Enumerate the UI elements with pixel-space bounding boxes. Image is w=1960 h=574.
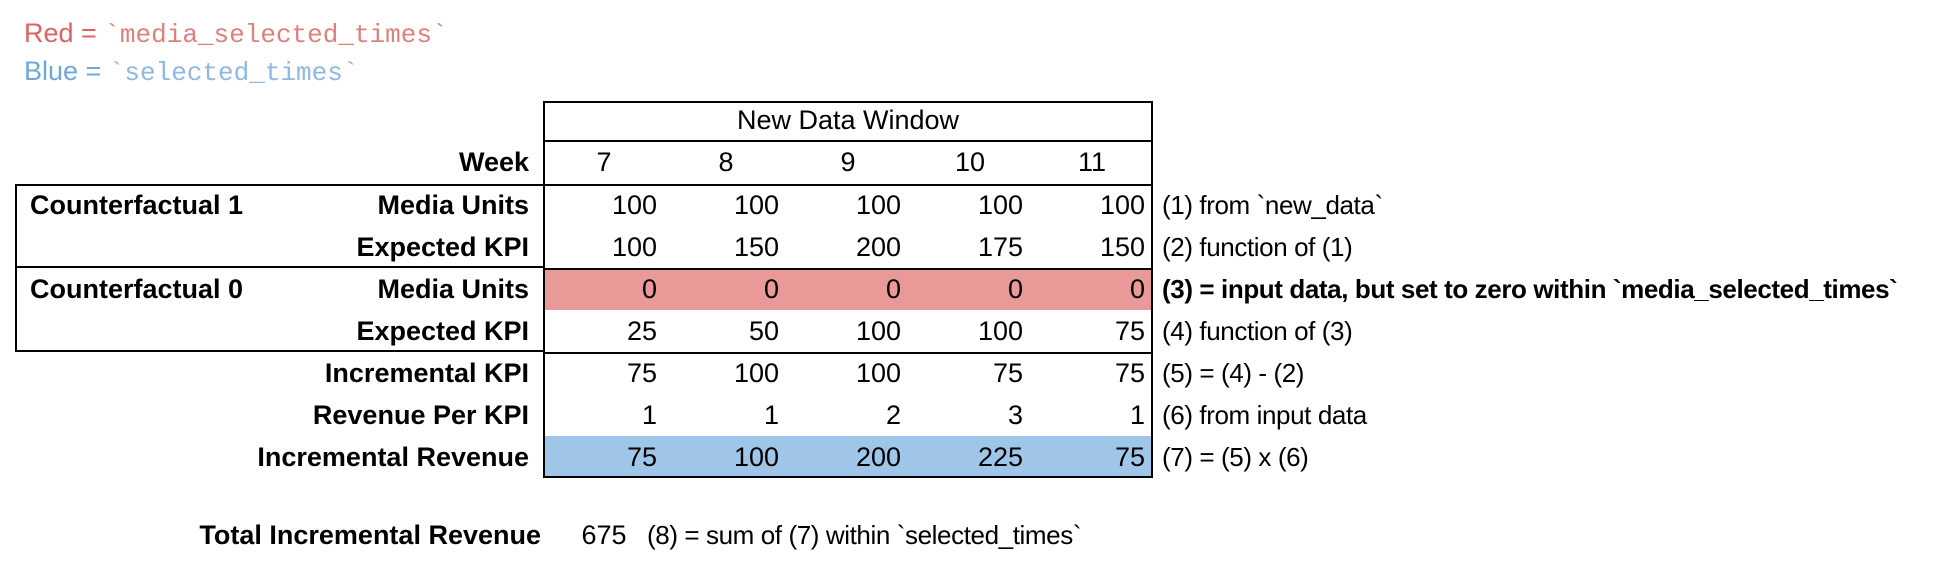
table-cell: 225 xyxy=(977,442,1023,472)
table-cell: 100 xyxy=(733,190,779,220)
table-cell: 100 xyxy=(611,232,657,262)
table-cell: 100 xyxy=(733,358,779,388)
table-cell: 200 xyxy=(855,442,901,472)
week-col-header: 7 xyxy=(596,147,612,177)
table-cell: 75 xyxy=(1114,358,1145,388)
table-cell: 50 xyxy=(748,316,779,346)
table-cell: 1 xyxy=(763,400,779,430)
table-cell: 75 xyxy=(1114,442,1145,472)
legend-red-code: `media_selected_times` xyxy=(104,20,448,50)
total-incremental-revenue-value: 675 xyxy=(581,520,627,550)
table-cell: 200 xyxy=(855,232,901,262)
row-annotation: (6) from input data xyxy=(1162,400,1367,430)
table-cell: 100 xyxy=(611,190,657,220)
table-line-under-header xyxy=(543,140,1153,142)
red-highlight-row-fill xyxy=(545,270,1151,310)
summary-annotation: (8) = sum of (7) within `selected_times` xyxy=(647,520,1082,550)
row-label: Revenue Per KPI xyxy=(312,400,529,430)
table-cell: 100 xyxy=(855,316,901,346)
table-cell: 175 xyxy=(977,232,1023,262)
table-cell: 0 xyxy=(641,274,657,304)
table-cell: 150 xyxy=(733,232,779,262)
table-cell: 2 xyxy=(885,400,901,430)
table-cell: 1 xyxy=(1129,400,1145,430)
table-header: New Data Window xyxy=(736,105,960,135)
row-annotation: (4) function of (3) xyxy=(1162,316,1353,346)
table-cell: 0 xyxy=(763,274,779,304)
table-cell: 100 xyxy=(855,190,901,220)
row-annotation: (2) function of (1) xyxy=(1162,232,1353,262)
week-row-label: Week xyxy=(458,147,529,177)
table-line-under-week xyxy=(543,184,1153,186)
legend-red-label: Red = xyxy=(24,18,105,48)
legend-blue-line: Blue = `selected_times` xyxy=(24,54,358,90)
table-cell: 75 xyxy=(626,358,657,388)
table-cell: 0 xyxy=(1129,274,1145,304)
row-annotation: (7) = (5) x (6) xyxy=(1162,442,1309,472)
table-cell: 100 xyxy=(977,190,1023,220)
table-cell: 0 xyxy=(885,274,901,304)
table-cell: 3 xyxy=(1007,400,1023,430)
blue-highlight-row-fill xyxy=(545,436,1151,476)
table-cell: 100 xyxy=(733,442,779,472)
legend-blue-label: Blue = xyxy=(24,56,109,86)
group-label-counterfactual-1: Counterfactual 1 xyxy=(30,190,244,220)
row-label: Expected KPI xyxy=(356,232,529,262)
week-col-header: 9 xyxy=(840,147,856,177)
table-line-below-group0 xyxy=(543,352,1153,354)
table-cell: 75 xyxy=(992,358,1023,388)
row-label: Expected KPI xyxy=(356,316,529,346)
row-annotation: (1) from `new_data` xyxy=(1162,190,1383,220)
row-label: Media Units xyxy=(377,274,529,304)
table-cell: 0 xyxy=(1007,274,1023,304)
table-line-between-groups xyxy=(543,268,1153,270)
table-cell: 75 xyxy=(626,442,657,472)
row-annotation: (3) = input data, but set to zero within… xyxy=(1162,274,1898,304)
row-label: Incremental Revenue xyxy=(257,442,529,472)
table-cell: 150 xyxy=(1099,232,1145,262)
week-col-header: 11 xyxy=(1077,147,1107,177)
table-cell: 1 xyxy=(641,400,657,430)
week-col-header: 10 xyxy=(954,147,986,177)
legend-red-line: Red = `media_selected_times` xyxy=(24,16,448,52)
week-col-header: 8 xyxy=(718,147,734,177)
legend-blue-code: `selected_times` xyxy=(108,58,359,88)
group-label-counterfactual-0: Counterfactual 0 xyxy=(30,274,244,304)
table-cell: 100 xyxy=(855,358,901,388)
row-annotation: (5) = (4) - (2) xyxy=(1162,358,1305,388)
table-cell: 100 xyxy=(1099,190,1145,220)
total-incremental-revenue-label: Total Incremental Revenue xyxy=(199,520,541,550)
row-label: Media Units xyxy=(377,190,529,220)
table-cell: 100 xyxy=(977,316,1023,346)
table-cell: 25 xyxy=(626,316,657,346)
table-cell: 75 xyxy=(1114,316,1145,346)
row-label: Incremental KPI xyxy=(324,358,529,388)
